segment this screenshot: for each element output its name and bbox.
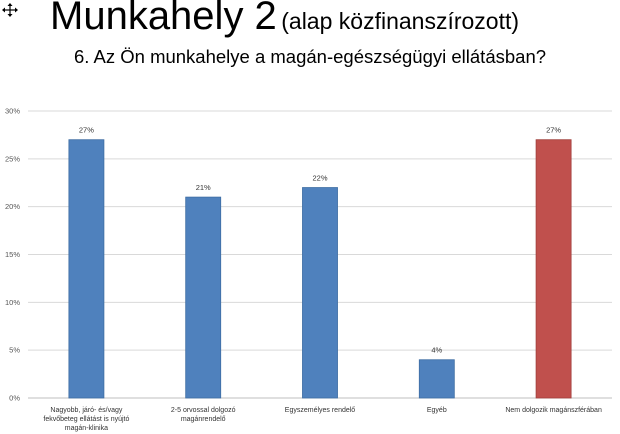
bars bbox=[68, 139, 572, 399]
y-tick-label: 5% bbox=[9, 346, 20, 355]
data-labels: 27% 21% 22% 4% 27% bbox=[79, 126, 562, 355]
y-tick-label: 20% bbox=[5, 202, 20, 211]
data-label: 27% bbox=[79, 126, 94, 135]
category-label: Nem dolgozik magánszférában bbox=[505, 407, 602, 414]
y-tick-label: 30% bbox=[5, 107, 20, 116]
title-parenthetical: (alap közfinanszírozott) bbox=[281, 8, 520, 34]
data-label: 27% bbox=[546, 126, 561, 135]
bar bbox=[418, 359, 455, 399]
y-tick-label: 10% bbox=[5, 298, 20, 307]
category-label: Nagyobb, járó- és/vagy fekvőbeteg ellátás… bbox=[43, 407, 129, 432]
category-labels: Nagyobb, járó- és/vagy fekvőbeteg ellátás… bbox=[43, 407, 602, 432]
category-label: Egyszemélyes rendelő bbox=[285, 407, 356, 414]
bar bbox=[185, 196, 222, 399]
bar bbox=[535, 139, 572, 399]
data-label: 22% bbox=[312, 174, 327, 183]
y-tick-label: 0% bbox=[9, 394, 20, 403]
resize-arrows-icon bbox=[2, 3, 18, 17]
bar bbox=[302, 187, 338, 399]
category-label: 2-5 orvossal dolgozó magánrendelő bbox=[171, 407, 236, 423]
chart-question: 6. Az Ön munkahelye a magán-egészségügyi… bbox=[73, 46, 547, 67]
data-label: 4% bbox=[431, 346, 442, 355]
category-label: Egyéb bbox=[427, 407, 447, 414]
data-label: 21% bbox=[196, 183, 211, 192]
y-tick-label: 15% bbox=[5, 250, 20, 259]
title-main: Munkahely 2 bbox=[50, 0, 277, 38]
page-title: Munkahely 2 (alap közfinanszírozott) bbox=[50, 0, 519, 39]
y-axis-ticks: 0% 5% 10% 15% 20% 25% 30% bbox=[5, 107, 20, 403]
y-tick-label: 25% bbox=[5, 154, 20, 163]
bar bbox=[68, 139, 105, 399]
